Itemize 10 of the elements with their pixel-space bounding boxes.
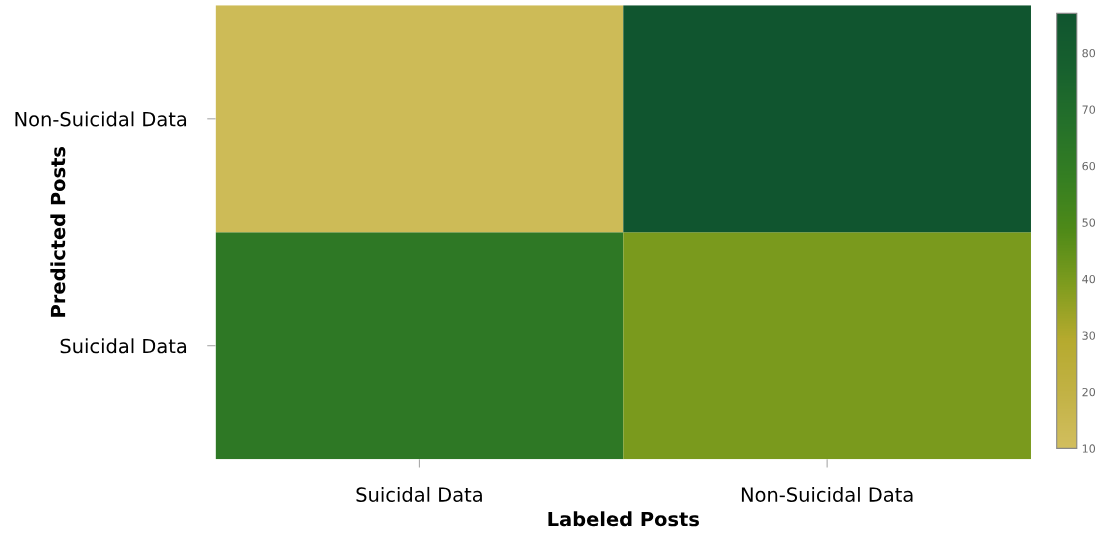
color-bar-label: 30 (1082, 331, 1096, 340)
color-bar-label: 20 (1082, 387, 1096, 397)
color-bar-label: 10 (1082, 444, 1096, 453)
color-bar-label: 70 (1082, 105, 1096, 114)
color-bar-label: 60 (1082, 161, 1096, 171)
color-bar-label: 50 (1082, 218, 1096, 227)
color-bar-label: 40 (1082, 274, 1096, 284)
y-axis-title: Predicted Posts (50, 146, 66, 317)
x-axis-title: Labeled Posts (548, 511, 699, 527)
color-bar-label: 80 (1082, 48, 1096, 58)
